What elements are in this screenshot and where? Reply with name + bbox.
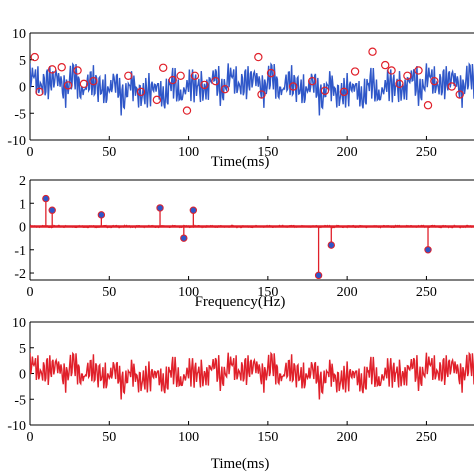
x-axis-label: Time(ms)	[211, 456, 270, 472]
stem-marker	[327, 241, 335, 249]
stem-marker	[180, 234, 188, 242]
x-tick-label: 50	[102, 145, 116, 160]
x-tick-label: 250	[416, 430, 437, 445]
x-tick-label: 100	[178, 430, 199, 445]
x-tick-label: 50	[102, 285, 116, 300]
y-tick-label: 10	[12, 27, 26, 42]
sample-marker	[211, 76, 220, 86]
y-tick-label: 5	[19, 342, 26, 357]
x-tick-label: 250	[416, 285, 437, 300]
sample-marker	[430, 76, 439, 86]
sample-marker	[89, 76, 98, 86]
y-tick-label: -2	[14, 267, 26, 282]
x-tick-label: 150	[257, 430, 278, 445]
sample-marker	[447, 82, 456, 91]
x-tick-label: 200	[337, 145, 358, 160]
sample-marker	[403, 71, 412, 81]
sample-marker	[176, 71, 185, 81]
stem-marker	[42, 194, 50, 203]
sample-marker	[182, 106, 192, 115]
stem-marker	[156, 204, 164, 212]
sample-marker	[381, 60, 390, 70]
y-tick-label: 1	[19, 197, 26, 212]
sample-marker	[79, 79, 89, 89]
plot-area	[30, 194, 474, 280]
sample-marker	[190, 71, 200, 81]
sample-marker	[423, 101, 433, 110]
noise-floor	[30, 224, 474, 229]
stem-marker	[97, 211, 106, 219]
x-tick-label: 0	[27, 285, 34, 300]
sample-marker	[220, 84, 230, 94]
series-line	[30, 351, 474, 400]
sample-marker	[455, 90, 464, 99]
sample-marker	[350, 67, 360, 76]
y-tick-label: 5	[19, 54, 26, 69]
y-tick-label: -5	[14, 107, 26, 122]
y-tick-label: 0	[19, 368, 26, 383]
sample-marker	[339, 87, 349, 97]
sample-marker	[124, 71, 133, 81]
x-tick-label: 250	[416, 145, 437, 160]
sample-marker	[30, 52, 39, 62]
sample-marker	[387, 66, 396, 75]
sample-marker	[200, 80, 209, 90]
sample-marker	[35, 87, 44, 97]
sample-marker	[48, 65, 57, 74]
y-tick-label: 0	[19, 81, 26, 96]
stem-marker	[314, 271, 323, 280]
x-axis-label: Frequency(Hz)	[195, 294, 286, 310]
y-tick-label: 10	[12, 316, 26, 331]
series-line	[30, 62, 474, 116]
plot-area	[30, 351, 474, 400]
sample-marker	[136, 87, 146, 97]
sample-marker	[395, 79, 404, 89]
sample-marker	[320, 86, 330, 95]
sample-marker	[158, 63, 168, 72]
stem-marker	[189, 206, 198, 214]
y-tick-label: -1	[14, 244, 26, 259]
x-tick-label: 200	[337, 285, 358, 300]
sample-marker	[257, 90, 266, 99]
sample-marker	[254, 52, 263, 62]
sample-marker	[414, 66, 423, 75]
y-tick-label: -10	[7, 419, 26, 434]
x-tick-label: 150	[257, 145, 278, 160]
x-tick-label: 0	[27, 145, 34, 160]
y-tick-label: 0	[19, 221, 26, 236]
sample-marker	[289, 82, 298, 91]
sample-marker	[63, 81, 73, 90]
sample-marker	[73, 66, 82, 75]
sample-marker	[308, 76, 317, 86]
sample-marker	[368, 47, 377, 56]
y-tick-label: -5	[14, 393, 26, 408]
x-tick-label: 200	[337, 430, 358, 445]
stem-marker	[48, 206, 56, 214]
x-tick-label: 100	[178, 285, 199, 300]
plot-area	[30, 47, 474, 116]
sample-marker	[266, 68, 276, 78]
x-tick-label: 100	[178, 145, 199, 160]
x-tick-label: 150	[257, 285, 278, 300]
x-tick-label: 0	[27, 430, 34, 445]
stem-marker	[424, 246, 432, 254]
x-tick-label: 50	[102, 430, 116, 445]
sample-marker	[168, 75, 177, 85]
sample-marker	[152, 95, 162, 105]
y-tick-label: 2	[19, 174, 26, 189]
y-tick-label: -10	[7, 134, 26, 149]
sample-marker	[57, 63, 66, 72]
x-axis-label: Time(ms)	[211, 154, 270, 170]
